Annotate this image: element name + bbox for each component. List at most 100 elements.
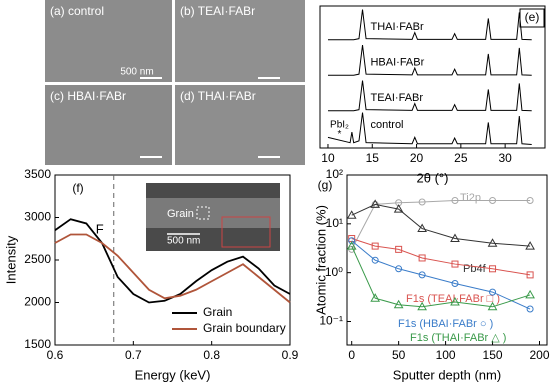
series-line bbox=[351, 238, 531, 276]
x-axis-label: Sputter depth (nm) bbox=[393, 367, 501, 382]
y-tick-label: 10⁰ bbox=[325, 265, 343, 279]
series-line bbox=[54, 233, 291, 304]
x-tick-label: 200 bbox=[529, 348, 549, 362]
sem-image bbox=[175, 0, 305, 82]
point bbox=[489, 288, 497, 296]
series-label: HBAI·FABr bbox=[370, 57, 424, 69]
series-line bbox=[327, 9, 532, 41]
series-label: Ti2p bbox=[460, 192, 481, 204]
sem-panels: (a) control (b) TEAI·FABr (c) HBAI·FABr … bbox=[45, 0, 305, 165]
y-tick-label: 10² bbox=[326, 167, 343, 181]
point bbox=[525, 289, 535, 299]
x-tick-label: 0 bbox=[348, 348, 355, 362]
y-tick-label: 10¹ bbox=[326, 216, 343, 230]
x-tick-label: 50 bbox=[392, 348, 406, 362]
point bbox=[393, 204, 404, 213]
y-tick-label: 3500 bbox=[24, 167, 51, 181]
inset-region bbox=[221, 216, 271, 248]
series-line bbox=[351, 245, 531, 308]
x-tick-label: 0.8 bbox=[203, 348, 220, 362]
point bbox=[450, 297, 460, 306]
x-tick-label: 150 bbox=[483, 348, 503, 362]
point bbox=[525, 241, 535, 250]
series-label: F1s (HBAI·FABr ○ ) bbox=[398, 318, 493, 330]
legend-label: Grain boundary bbox=[203, 321, 286, 335]
series-label: F1s (TEAI·FABr □ ) bbox=[406, 293, 500, 305]
annotation: PbI₂ bbox=[330, 120, 349, 131]
point bbox=[418, 198, 426, 206]
point bbox=[417, 223, 427, 233]
y-tick-label: 2500 bbox=[24, 252, 51, 266]
point bbox=[346, 210, 357, 219]
point bbox=[451, 197, 459, 205]
panel-label: (e) bbox=[525, 10, 540, 24]
series-label: Pb4f bbox=[463, 263, 487, 275]
series-label: F1s (THAI·FABr △ ) bbox=[410, 332, 506, 344]
inset-label: Grain bbox=[167, 208, 194, 220]
series-line bbox=[327, 80, 532, 112]
point bbox=[526, 271, 534, 279]
point bbox=[489, 197, 497, 205]
sem-image bbox=[45, 85, 172, 165]
y-axis-label: Intensity bbox=[3, 235, 18, 284]
x-axis-label: 2θ (°) bbox=[417, 170, 449, 185]
series-label: TEAI·FABr bbox=[370, 92, 423, 104]
legend-label: Grain bbox=[203, 305, 232, 319]
series-line bbox=[327, 44, 532, 76]
point bbox=[371, 242, 379, 250]
point bbox=[371, 256, 379, 264]
sem-image bbox=[45, 0, 172, 82]
inset-region bbox=[196, 206, 210, 220]
point bbox=[370, 199, 381, 208]
image-label: (b) TEAI·FABr bbox=[180, 4, 255, 18]
point bbox=[526, 197, 534, 205]
plot-frame bbox=[346, 174, 548, 346]
point bbox=[346, 241, 357, 250]
scale-label: 500 nm bbox=[120, 67, 153, 78]
point bbox=[348, 237, 356, 245]
y-tick-label: 2000 bbox=[24, 295, 51, 309]
point bbox=[393, 299, 404, 309]
series-line bbox=[351, 240, 531, 310]
series-label: THAI·FABr bbox=[370, 21, 424, 33]
image-label: (c) HBAI·FABr bbox=[50, 89, 126, 103]
y-tick-label: 10⁻¹ bbox=[319, 314, 343, 328]
point bbox=[489, 265, 497, 273]
point bbox=[487, 238, 498, 247]
sem-image bbox=[175, 85, 305, 165]
y-tick-label: 1500 bbox=[24, 337, 51, 351]
x-axis-label: Energy (keV) bbox=[135, 367, 211, 382]
panel-label: (f) bbox=[72, 181, 83, 195]
x-tick-label: 10 bbox=[321, 151, 335, 165]
series-line bbox=[351, 203, 531, 247]
point bbox=[450, 233, 460, 243]
point bbox=[487, 301, 498, 311]
image-label: (a) control bbox=[50, 4, 104, 18]
series-line bbox=[327, 112, 532, 145]
x-tick-label: 15 bbox=[366, 151, 380, 165]
x-tick-label: 30 bbox=[498, 151, 512, 165]
x-tick-label: 0.9 bbox=[282, 348, 299, 362]
image-label: (d) THAI·FABr bbox=[180, 89, 256, 103]
x-tick-label: 0.6 bbox=[47, 348, 64, 362]
panel-label: (g) bbox=[318, 178, 333, 192]
x-tick-label: 25 bbox=[454, 151, 468, 165]
point bbox=[418, 271, 426, 279]
point bbox=[395, 245, 403, 253]
x-tick-label: 100 bbox=[436, 348, 456, 362]
point bbox=[395, 265, 403, 273]
point bbox=[451, 260, 459, 268]
y-tick-label: 3000 bbox=[24, 210, 51, 224]
y-axis-label: Atomic fraction (%) bbox=[313, 205, 328, 315]
point bbox=[526, 305, 534, 313]
point bbox=[451, 279, 459, 287]
annotation: * bbox=[338, 129, 342, 140]
series-label: control bbox=[370, 119, 403, 131]
inset-label: 500 nm bbox=[167, 236, 200, 247]
x-tick-label: 0.7 bbox=[125, 348, 142, 362]
plot-frame bbox=[319, 5, 546, 149]
point bbox=[417, 301, 427, 311]
inset-layer bbox=[146, 198, 280, 228]
reference-label: F bbox=[96, 222, 104, 237]
